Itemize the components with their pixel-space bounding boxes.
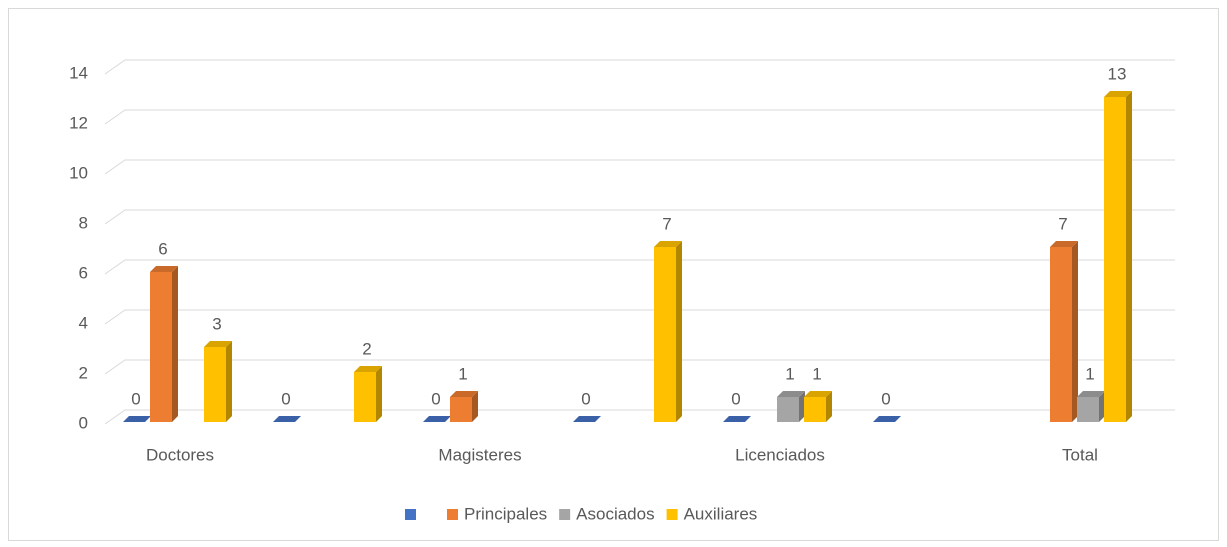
bar <box>204 341 232 422</box>
bar-top <box>723 416 751 422</box>
legend-swatch <box>405 509 416 520</box>
bar-side <box>226 341 232 422</box>
bar-front <box>777 397 799 422</box>
data-label: 13 <box>1108 64 1127 83</box>
legend-swatch <box>666 509 678 520</box>
y-tick-label: 6 <box>79 263 88 282</box>
bar <box>573 416 601 422</box>
data-label: 2 <box>362 339 371 358</box>
bar-top <box>123 416 151 422</box>
bar-side <box>826 391 832 422</box>
legend-label: Asociados <box>576 504 654 523</box>
bar-side <box>172 266 178 422</box>
bar-top <box>873 416 901 422</box>
bar-front <box>204 347 226 422</box>
legend-label: Principales <box>464 504 547 523</box>
grid-line <box>104 259 1175 275</box>
grid-line <box>104 59 1175 75</box>
bar-top <box>450 391 478 397</box>
data-label: 7 <box>1058 214 1067 233</box>
bar-side <box>1126 91 1132 422</box>
bar-top <box>150 266 178 272</box>
bar-front <box>150 272 172 422</box>
bar-front <box>1077 397 1099 422</box>
grid-line <box>104 309 1175 325</box>
y-tick-label: 4 <box>79 313 88 332</box>
bar-top <box>777 391 805 397</box>
bar <box>777 391 805 422</box>
data-label: 0 <box>881 389 890 408</box>
data-label: 0 <box>131 389 140 408</box>
bar-top <box>273 416 301 422</box>
legend-label: Auxiliares <box>684 504 758 523</box>
bar <box>423 416 451 422</box>
data-label: 0 <box>581 389 590 408</box>
grid-line <box>104 209 1175 225</box>
bar <box>123 416 151 422</box>
bar <box>150 266 178 422</box>
grid-line <box>104 359 1175 375</box>
bar <box>1050 241 1078 422</box>
data-label: 3 <box>212 314 221 333</box>
bar-front <box>804 397 826 422</box>
data-label: 0 <box>281 389 290 408</box>
y-tick-label: 2 <box>79 363 88 382</box>
bar-top <box>354 366 382 372</box>
bar-side <box>472 391 478 422</box>
bar <box>1104 91 1132 422</box>
data-label: 0 <box>431 389 440 408</box>
bar-top <box>1077 391 1105 397</box>
bar-top <box>423 416 451 422</box>
bar-top <box>654 241 682 247</box>
bar-front <box>654 247 676 422</box>
data-label: 1 <box>785 364 794 383</box>
bar-front <box>450 397 472 422</box>
bar <box>654 241 682 422</box>
chart-frame <box>8 8 1219 541</box>
data-label: 1 <box>458 364 467 383</box>
y-tick-label: 10 <box>69 163 88 182</box>
grid-line <box>104 159 1175 175</box>
bar <box>354 366 382 422</box>
bar-top <box>204 341 232 347</box>
x-tick-label: Magisteres <box>438 445 521 464</box>
bar <box>804 391 832 422</box>
x-tick-label: Total <box>1062 445 1098 464</box>
bar-front <box>1104 97 1126 422</box>
bar-front <box>354 372 376 422</box>
bar-top <box>1050 241 1078 247</box>
legend-swatch <box>447 509 458 520</box>
y-tick-label: 14 <box>69 63 88 82</box>
bar-side <box>1072 241 1078 422</box>
bar-side <box>676 241 682 422</box>
bar-side <box>1099 391 1105 422</box>
bar <box>873 416 901 422</box>
bar <box>1077 391 1105 422</box>
data-label: 0 <box>731 389 740 408</box>
data-label: 6 <box>158 239 167 258</box>
y-tick-label: 8 <box>79 213 88 232</box>
x-tick-label: Licenciados <box>735 445 825 464</box>
grid-line <box>104 109 1175 125</box>
data-label: 1 <box>1085 364 1094 383</box>
bar <box>723 416 751 422</box>
legend-swatch <box>559 509 571 520</box>
x-tick-label: Doctores <box>146 445 214 464</box>
bar-side <box>376 366 382 422</box>
data-label: 7 <box>662 214 671 233</box>
bar <box>273 416 301 422</box>
bar-side <box>799 391 805 422</box>
bar-top <box>573 416 601 422</box>
y-tick-label: 12 <box>69 113 88 132</box>
data-label: 1 <box>812 364 821 383</box>
bar-top <box>1104 91 1132 97</box>
bar-front <box>1050 247 1072 422</box>
bar-top <box>804 391 832 397</box>
y-tick-label: 0 <box>79 413 88 432</box>
bar <box>450 391 478 422</box>
